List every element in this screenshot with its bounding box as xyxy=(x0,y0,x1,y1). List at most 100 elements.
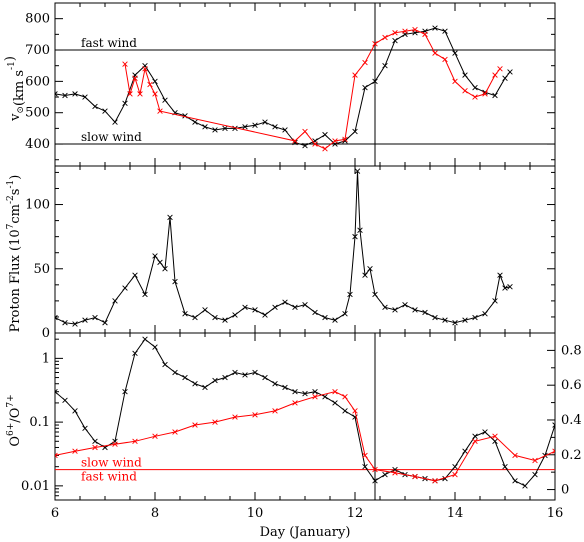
slow-wind-label: slow wind xyxy=(81,130,142,144)
point-cross xyxy=(357,227,363,233)
red-series-line xyxy=(55,391,555,482)
y-axis-title: v⊙(km s-1) xyxy=(3,56,27,122)
red-series-point xyxy=(402,28,408,34)
point-cross xyxy=(192,314,198,321)
point-cross xyxy=(522,483,528,489)
black-series-point xyxy=(362,84,368,91)
black-series-point xyxy=(142,336,148,342)
flux-series-point xyxy=(482,311,488,317)
point-cross xyxy=(354,168,361,174)
point-cross xyxy=(352,72,358,78)
black-series-point xyxy=(232,125,238,132)
point-cross xyxy=(232,312,238,318)
flux-series-point xyxy=(192,314,198,321)
point-cross xyxy=(162,266,168,272)
flux-series-point xyxy=(112,298,118,304)
red-series-point xyxy=(372,466,378,473)
point-cross xyxy=(342,394,348,400)
point-cross xyxy=(492,92,498,99)
point-cross xyxy=(72,321,78,327)
flux-series-point xyxy=(472,314,478,321)
x-axis-title: Day (January) xyxy=(260,525,351,540)
point-cross xyxy=(242,124,248,130)
flux-series-point xyxy=(367,266,373,272)
point-cross xyxy=(452,320,458,326)
red-series-line xyxy=(124,29,501,150)
black-series-point xyxy=(72,408,78,414)
black-series-point xyxy=(162,97,168,103)
flux-series-point xyxy=(412,307,418,313)
y-tick-label: 500 xyxy=(25,106,50,121)
point-cross xyxy=(412,307,418,313)
flux-series-point xyxy=(372,291,378,298)
flux-series-point xyxy=(422,309,428,316)
point-cross xyxy=(272,124,278,130)
point-cross xyxy=(492,72,498,78)
x-tick-label: 12 xyxy=(347,506,364,521)
flux-series-point xyxy=(322,314,328,321)
point-cross xyxy=(392,30,398,36)
point-cross xyxy=(132,350,138,357)
point-cross xyxy=(452,78,458,85)
y-right-tick-label: 0 xyxy=(561,483,569,498)
point-cross xyxy=(312,309,318,316)
point-cross xyxy=(152,78,158,85)
point-cross xyxy=(122,100,128,107)
point-cross xyxy=(127,91,133,97)
point-cross xyxy=(497,272,503,278)
point-cross xyxy=(512,478,518,484)
point-cross xyxy=(352,128,358,135)
y-axis-title-part: 7 xyxy=(6,223,16,229)
point-cross xyxy=(372,291,378,298)
point-cross xyxy=(272,381,278,387)
x-tick-label: 14 xyxy=(447,506,464,521)
point-cross xyxy=(262,374,268,381)
red-series-point xyxy=(512,452,518,459)
point-cross xyxy=(182,113,188,119)
y-tick-label: 0.1 xyxy=(29,415,50,430)
y-axis-title-part: /O xyxy=(8,408,23,423)
black-series-point xyxy=(212,127,218,133)
red-series-point xyxy=(482,91,488,97)
point-cross xyxy=(82,317,88,323)
point-cross xyxy=(332,138,338,144)
flux-series-point xyxy=(272,304,278,311)
black-series-point xyxy=(452,50,458,56)
red-series-point xyxy=(392,470,398,476)
point-cross xyxy=(62,92,68,99)
point-cross xyxy=(55,454,58,459)
point-cross xyxy=(167,214,173,221)
red-series-point xyxy=(342,136,348,143)
black-series-point xyxy=(55,91,58,97)
point-cross xyxy=(452,471,458,478)
red-series-point xyxy=(192,422,198,428)
red-series-point xyxy=(142,66,148,72)
black-series-point xyxy=(232,369,238,376)
black-series-point xyxy=(192,381,198,387)
flux-series-point xyxy=(332,317,338,323)
black-series-point xyxy=(252,369,258,376)
point-cross xyxy=(482,429,488,435)
point-cross xyxy=(212,419,218,425)
point-cross xyxy=(282,384,288,391)
red-series-point xyxy=(532,457,538,464)
point-cross xyxy=(222,125,228,132)
point-cross xyxy=(132,272,138,278)
point-cross xyxy=(122,61,128,67)
flux-series-point xyxy=(492,298,498,304)
panel-frame xyxy=(54,165,556,334)
red-series-point xyxy=(412,26,418,33)
point-cross xyxy=(352,414,358,420)
flux-series-point xyxy=(162,266,168,272)
black-series-point xyxy=(462,448,468,454)
point-cross xyxy=(172,429,178,435)
red-series-point xyxy=(497,66,503,72)
black-series-point xyxy=(242,124,248,130)
flux-series-point xyxy=(347,291,353,298)
flux-series-point xyxy=(172,278,178,285)
point-cross xyxy=(322,131,328,138)
black-series-point xyxy=(202,124,208,130)
y-tick-label: 0.01 xyxy=(21,479,50,494)
point-cross xyxy=(302,142,308,149)
black-series-point xyxy=(342,408,348,414)
